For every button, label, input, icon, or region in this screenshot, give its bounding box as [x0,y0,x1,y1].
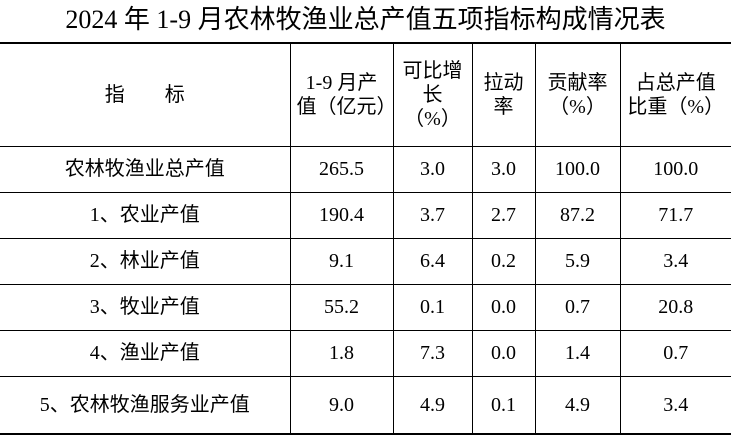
table-cell: 0.1 [392,283,473,331]
column-header: 可比增长（%） [392,42,473,147]
column-header: 占总产值比重（%） [619,42,731,147]
data-table: 指 标 1-9 月产值（亿元） 可比增长（%） 拉动率 贡献率（%） 占总产值比重（%） … [0,42,731,435]
table-cell: 0.1 [471,375,536,435]
table-cell: 0.7 [619,329,731,377]
table-cell: 1.8 [289,329,394,377]
table-head: 指 标 1-9 月产值（亿元） 可比增长（%） 拉动率 贡献率（%） 占总产值比重（%） [0,42,731,147]
table-cell: 4.9 [392,375,473,435]
table-cell: 87.2 [534,191,621,239]
row-label: 农林牧渔业总产值 [0,145,291,193]
table-cell: 3.0 [392,145,473,193]
table-cell: 3.7 [392,191,473,239]
table-cell: 3.4 [619,375,731,435]
table-cell: 9.0 [289,375,394,435]
table-row: 2、林业产值 9.1 6.4 0.2 5.9 3.4 [0,237,731,285]
table-cell: 9.1 [289,237,394,285]
column-header: 1-9 月产值（亿元） [289,42,397,147]
table-cell: 3.0 [471,145,536,193]
row-label: 4、渔业产值 [0,329,291,377]
table-title: 2024 年 1-9 月农林牧渔业总产值五项指标构成情况表 [65,5,666,34]
table-cell: 0.2 [471,237,536,285]
row-label: 3、牧业产值 [0,283,291,331]
column-header: 拉动率 [471,42,536,147]
row-label: 1、农业产值 [0,191,291,239]
table-row: 5、农林牧渔服务业产值 9.0 4.9 0.1 4.9 3.4 [0,375,731,435]
table-cell: 3.4 [619,237,731,285]
table-cell: 0.7 [534,283,621,331]
table-cell: 71.7 [619,191,731,239]
table-body: 农林牧渔业总产值 265.5 3.0 3.0 100.0 100.0 1、农业产值 190.4… [0,145,731,435]
table-cell: 0.0 [471,329,536,377]
table-cell: 265.5 [289,145,394,193]
table-cell: 7.3 [392,329,473,377]
table-row: 1、农业产值 190.4 3.7 2.7 87.2 71.7 [0,191,731,239]
table-cell: 2.7 [471,191,536,239]
row-label: 5、农林牧渔服务业产值 [0,375,291,435]
table-cell: 0.0 [471,283,536,331]
table-cell: 190.4 [289,191,394,239]
table-cell: 4.9 [534,375,621,435]
table-cell: 55.2 [289,283,394,331]
table-row: 4、渔业产值 1.8 7.3 0.0 1.4 0.7 [0,329,731,377]
row-label: 2、林业产值 [0,237,291,285]
header-row: 指 标 1-9 月产值（亿元） 可比增长（%） 拉动率 贡献率（%） 占总产值比重（%） [0,42,731,147]
column-header: 指 标 [0,42,291,147]
table-cell: 100.0 [534,145,621,193]
table-cell: 100.0 [619,145,731,193]
table-cell: 20.8 [619,283,731,331]
table-cell: 5.9 [534,237,621,285]
table-row: 农林牧渔业总产值 265.5 3.0 3.0 100.0 100.0 [0,145,731,193]
table-cell: 6.4 [392,237,473,285]
column-header: 贡献率（%） [534,42,621,147]
table-row: 3、牧业产值 55.2 0.1 0.0 0.7 20.8 [0,283,731,331]
table-cell: 1.4 [534,329,621,377]
